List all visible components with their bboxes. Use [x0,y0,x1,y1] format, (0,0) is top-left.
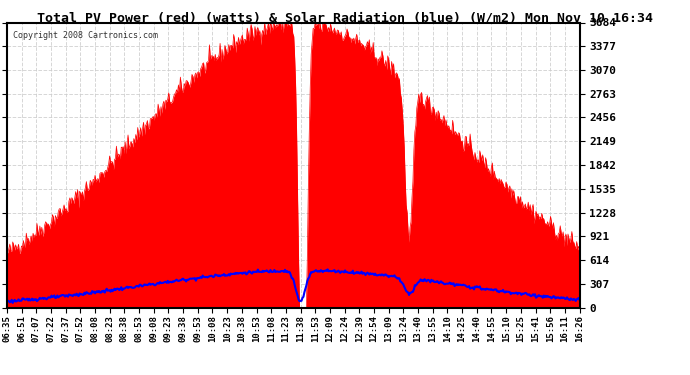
Text: Total PV Power (red) (watts) & Solar Radiation (blue) (W/m2) Mon Nov 10 16:34: Total PV Power (red) (watts) & Solar Rad… [37,11,653,24]
Text: Copyright 2008 Cartronics.com: Copyright 2008 Cartronics.com [12,31,157,40]
